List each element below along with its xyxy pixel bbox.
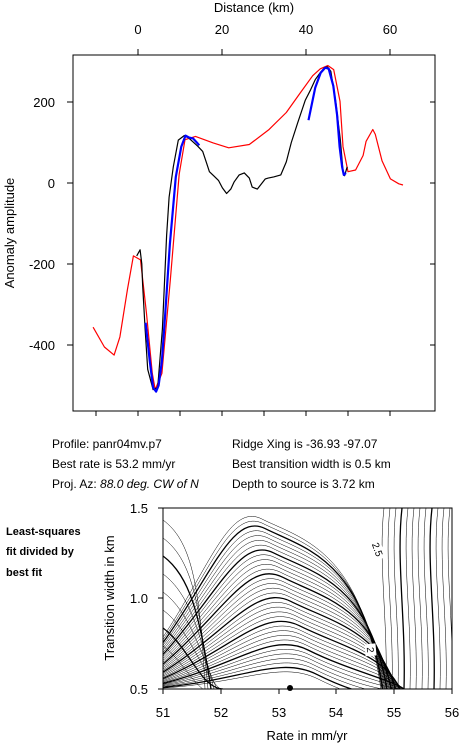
profile-x-axis-title: Distance (km)	[214, 0, 294, 15]
contour-line	[163, 649, 405, 689]
top-tick-label-40: 40	[299, 22, 313, 37]
contour-x-axis-title: Rate in mm/yr	[267, 728, 349, 743]
contour-line	[163, 591, 218, 689]
contour-line	[163, 625, 401, 689]
contour-line	[163, 555, 212, 689]
contour-line	[163, 578, 393, 689]
contour-line	[454, 508, 458, 689]
contour-line	[163, 609, 221, 689]
contour-line	[163, 559, 389, 689]
profile-name-text: Profile: panr04mv.p7	[52, 437, 162, 451]
contour-label-2-5-group: 2.5	[368, 538, 386, 561]
contour-line	[460, 508, 464, 689]
top-tick-label-60: 60	[383, 22, 397, 37]
contour-line	[163, 519, 206, 689]
proj-az-label: Proj. Az:	[52, 477, 100, 491]
contour-line	[163, 573, 392, 689]
contour-xtick-label-52: 52	[214, 705, 228, 720]
left-tick-label-200: 200	[33, 95, 55, 110]
contour-line	[163, 549, 388, 689]
contour-line	[163, 540, 386, 689]
contour-ytick-label-0-5: 0.5	[130, 682, 148, 697]
contour-line	[163, 645, 226, 689]
contour-line	[163, 630, 402, 689]
contour-label-2-5: 2.5	[369, 541, 384, 558]
contour-line	[163, 616, 400, 689]
contour-line	[405, 508, 411, 689]
contour-xtick-label-54: 54	[329, 705, 343, 720]
contour-lines-group	[163, 508, 464, 689]
contour-line	[381, 508, 387, 689]
contour-xtick-label-55: 55	[387, 705, 401, 720]
contour-line	[163, 639, 404, 689]
contour-line	[429, 508, 435, 689]
contour-line	[163, 592, 395, 689]
contour-xtick-label-53: 53	[272, 705, 286, 720]
side-note-line-2: fit divided by	[6, 546, 75, 558]
contour-line	[393, 508, 399, 689]
contour-line	[163, 530, 384, 689]
side-note-line-1: Least-squares	[6, 526, 81, 538]
ridge-xing-text: Ridge Xing is -36.93 -97.07	[232, 437, 378, 451]
contour-line	[411, 508, 417, 689]
contour-line	[163, 653, 406, 689]
left-tick-label-minus200: -200	[29, 257, 55, 272]
contour-ytick-label-1-5: 1.5	[130, 501, 148, 516]
left-tick-label-minus400: -400	[29, 338, 55, 353]
contour-line	[423, 508, 429, 689]
contour-line	[163, 521, 382, 689]
info-block: Profile: panr04mv.p7 Best rate is 53.2 m…	[52, 437, 391, 491]
contour-line	[163, 564, 390, 689]
contour-line	[435, 508, 441, 689]
contour-line	[163, 662, 408, 689]
contour-line	[163, 583, 394, 689]
proj-az-text: Proj. Az: 88.0 deg. CW of N	[52, 477, 199, 491]
best-rate-text: Best rate is 53.2 mm/yr	[52, 457, 175, 471]
contour-line	[163, 635, 403, 689]
contour-line	[163, 537, 209, 689]
left-tick-label-0: 0	[48, 176, 55, 191]
contour-chart: 2.5 2 1.5 1.0 0.5 51 52 53 54 55 56 Rate…	[102, 501, 464, 743]
contour-line	[441, 508, 447, 689]
top-tick-label-0: 0	[134, 22, 141, 37]
profile-series-red	[92, 64, 404, 391]
profile-chart: Distance (km) Anomaly amplitude 0 20 40 …	[2, 0, 436, 416]
side-note: Least-squares fit divided by best fit	[6, 526, 81, 579]
best-fit-marker	[287, 685, 293, 691]
contour-line	[163, 666, 409, 689]
contour-ytick-label-1-0: 1.0	[130, 591, 148, 606]
contour-line	[447, 508, 452, 689]
proj-az-value: 88.0 deg. CW of N	[100, 477, 199, 491]
contour-xtick-label-51: 51	[156, 705, 170, 720]
contour-line	[163, 516, 382, 689]
contour-line	[417, 508, 423, 689]
contour-line	[163, 554, 388, 689]
contour-line	[163, 587, 394, 689]
depth-text: Depth to source is 3.72 km	[232, 477, 375, 491]
contour-label-bg	[368, 538, 386, 561]
contour-line	[163, 644, 405, 689]
contour-xtick-label-56: 56	[445, 705, 459, 720]
contour-line	[163, 620, 401, 689]
side-note-line-3: best fit	[6, 567, 42, 579]
contour-line	[163, 568, 391, 689]
profile-series-black	[136, 66, 348, 391]
profile-series-group	[92, 64, 404, 393]
contour-line	[387, 508, 393, 689]
profile-y-axis-title: Anomaly amplitude	[2, 178, 17, 289]
contour-line	[163, 627, 224, 689]
best-width-text: Best transition width is 0.5 km	[232, 457, 391, 471]
contour-line	[399, 508, 405, 689]
contour-line	[163, 545, 387, 689]
contour-y-axis-title: Transition width in km	[102, 535, 117, 660]
contour-label-2: 2	[364, 647, 375, 654]
profile-plot-frame	[72, 54, 436, 412]
profile-series-blue	[144, 66, 347, 393]
contour-line	[163, 535, 385, 689]
contour-label-2-group: 2	[364, 643, 377, 657]
contour-label-bg	[364, 643, 377, 657]
top-tick-label-20: 20	[215, 22, 229, 37]
